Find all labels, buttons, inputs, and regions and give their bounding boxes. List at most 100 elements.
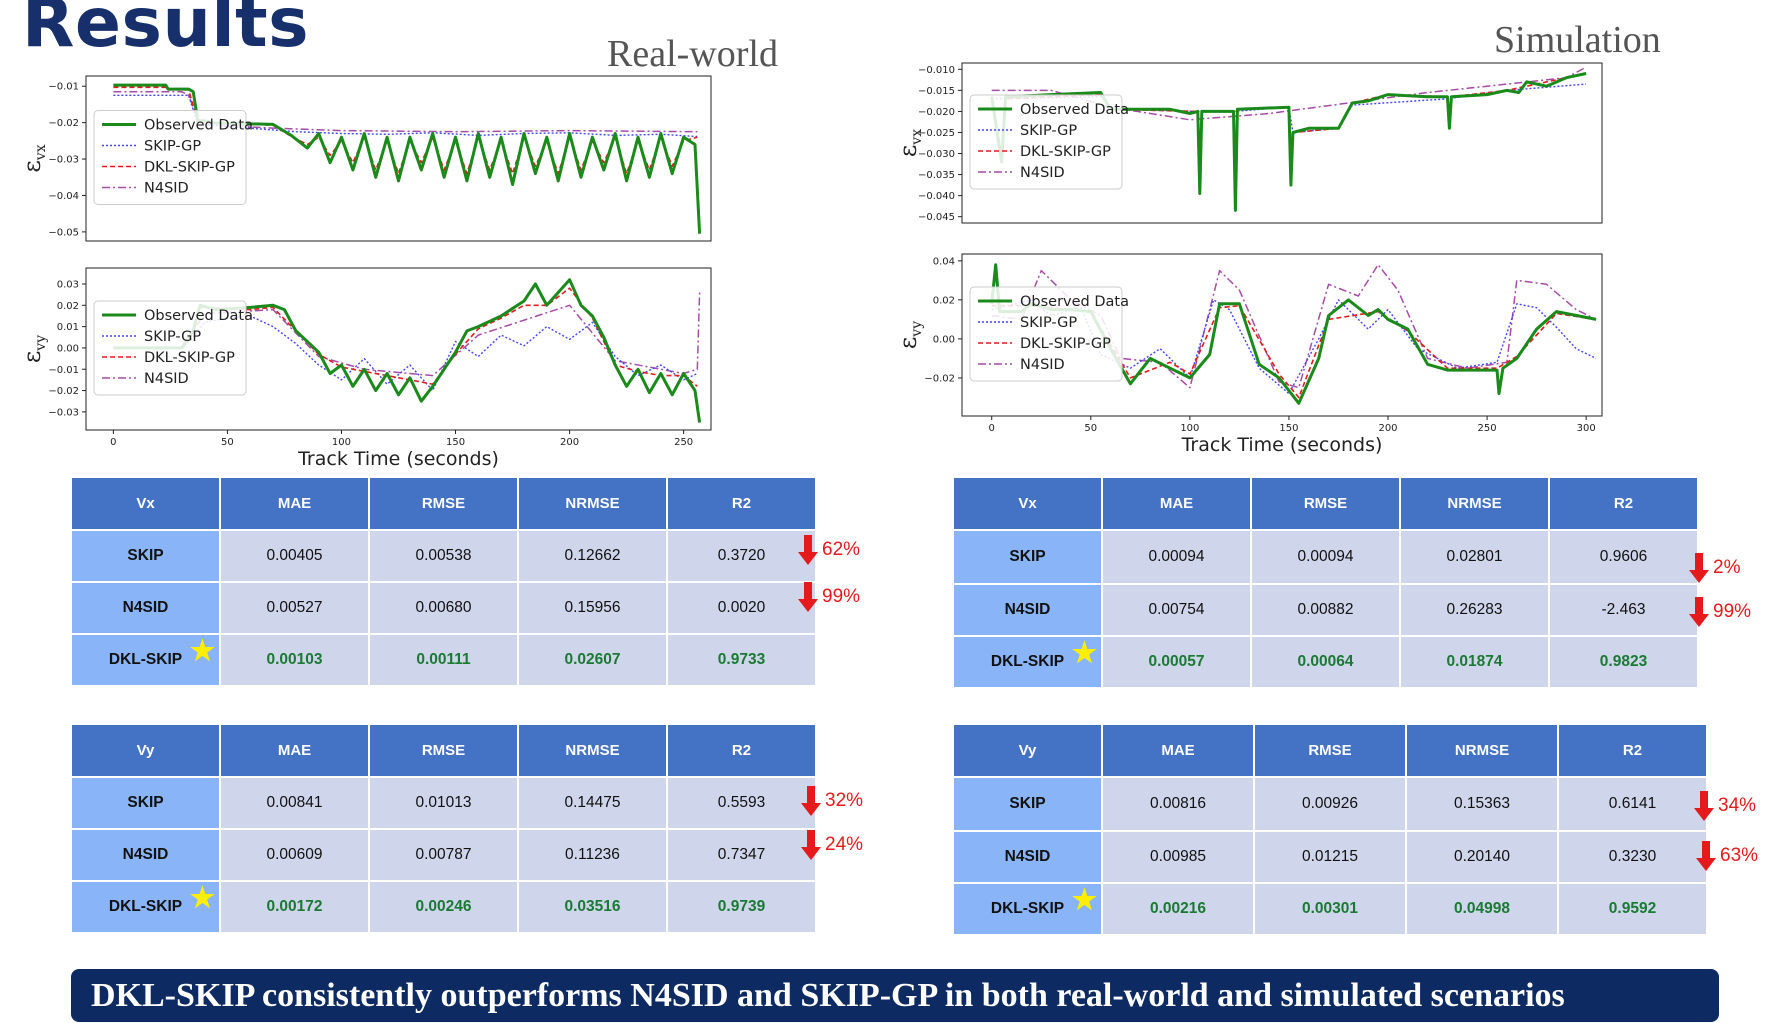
table-cell: 0.9739 [668, 882, 815, 932]
row-name-cell: SKIP [72, 778, 219, 828]
column-header: RMSE [370, 478, 517, 529]
table-real-vy: Vy MAE RMSE NRMSE R2 SKIP 0.00841 0.01013 0.1447… [70, 723, 817, 934]
table-cell: 0.01874 [1401, 637, 1548, 687]
down-arrow-icon [1689, 553, 1709, 583]
x-axis-label: Track Time (seconds) [1181, 434, 1383, 456]
row-name-cell: N4SID [72, 830, 219, 880]
y-tick-label: 0.03 [57, 279, 79, 290]
y-tick-label: −0.015 [918, 86, 955, 97]
series-line-dkl-skip-gp [991, 304, 1597, 399]
row-label: DKL-SKIP [108, 651, 183, 668]
simulation-title: Simulation [1494, 19, 1661, 61]
table-cell-value: 0.01013 [415, 794, 472, 811]
legend-label: SKIP-GP [1020, 123, 1077, 139]
chart-sim-vy: 0.04 0.02 0.00 −0.02 0 50 100 150 200 250 300 Track… [894, 253, 1603, 456]
y-tick-label: −0.02 [48, 118, 79, 129]
down-arrow-icon [1694, 791, 1714, 821]
table-cell: 0.02607 [519, 635, 666, 685]
table-cell-value: 0.01874 [1446, 653, 1503, 670]
table-cell: 0.00094 [1252, 531, 1399, 583]
improvement-sim-vx-skip: 2% [1689, 553, 1740, 583]
table-cell-value: 0.00816 [1149, 795, 1207, 812]
row-label: SKIP [127, 794, 164, 811]
down-arrow-icon [1696, 841, 1716, 871]
table-cell-value: 0.00787 [415, 846, 472, 863]
table-cell: 0.00882 [1252, 585, 1399, 635]
table-cell: 0.9823 [1550, 637, 1697, 687]
y-tick-label: −0.03 [48, 155, 79, 166]
improvement-label: 2% [1713, 557, 1741, 578]
row-name-cell: DKL-SKIP ★ [954, 884, 1101, 934]
table-cell: -2.463 [1550, 585, 1697, 635]
x-tick-label: 300 [1577, 423, 1596, 434]
table-cell-value: 0.00111 [416, 651, 471, 668]
legend-label: Observed Data [144, 118, 253, 134]
table-cell: 0.6141 [1559, 778, 1706, 830]
y-tick-label: −0.010 [918, 65, 955, 76]
row-label: N4SID [1004, 848, 1051, 865]
series-line-skip-gp [991, 299, 1597, 395]
y-axis-label: εvx [894, 129, 925, 157]
y-tick-label: 0.02 [933, 295, 955, 306]
table-header-row: Vx MAE RMSE NRMSE R2 [72, 478, 815, 529]
star-icon: ★ [1071, 637, 1097, 668]
table-cell-value: 0.00216 [1149, 900, 1207, 917]
legend-label: Observed Data [144, 308, 253, 324]
y-axis-label: εvy [894, 321, 925, 349]
x-tick-label: 100 [1180, 423, 1199, 434]
x-tick-label: 200 [1378, 423, 1397, 434]
down-arrow-icon [798, 582, 818, 612]
table-cell-value: 0.00246 [415, 898, 472, 915]
table-cell: 0.00787 [370, 830, 517, 880]
y-tick-label: −0.02 [48, 386, 79, 397]
improvement-label: 32% [825, 790, 864, 811]
star-icon: ★ [189, 882, 215, 913]
table-cell-value: 0.00172 [266, 898, 323, 915]
table-sim-vy: Vy MAE RMSE NRMSE R2 SKIP 0.00816 0.00926 0.1536… [952, 723, 1708, 936]
column-header: RMSE [1252, 478, 1399, 529]
table-cell-value: 0.9823 [1599, 653, 1648, 670]
row-name-cell: SKIP [72, 531, 219, 581]
table-cell: 0.12662 [519, 531, 666, 581]
x-tick-label: 50 [1084, 423, 1097, 434]
row-name-cell: DKL-SKIP ★ [954, 637, 1101, 687]
y-tick-label: −0.030 [918, 149, 955, 160]
table-cell: 0.00216 [1103, 884, 1253, 934]
chart-sim-vx: −0.010 −0.015 −0.020 −0.025 −0.030 −0.035 −0.0… [894, 62, 1603, 224]
row-label: N4SID [1004, 601, 1051, 618]
y-tick-label: −0.025 [918, 128, 955, 139]
table-cell-value: 0.9739 [717, 898, 766, 915]
table-cell: 0.00064 [1252, 637, 1399, 687]
improvement-label: 99% [822, 586, 861, 607]
table-cell-value: 0.00841 [266, 794, 323, 811]
table-cell-value: 0.0020 [717, 599, 766, 616]
table-cell-value: 0.04998 [1453, 900, 1511, 917]
down-arrow-icon [801, 786, 821, 816]
x-tick-label: 0 [989, 423, 995, 434]
table-cell: 0.00246 [370, 882, 517, 932]
legend-box [969, 286, 1123, 382]
table-cell-value: 0.00609 [266, 846, 323, 863]
x-tick-label: 250 [674, 437, 693, 448]
chart-real-vy: 0.03 0.02 0.01 0.00 −0.01 −0.02 −0.03 0 50 100 150… [18, 267, 712, 470]
table-cell-value: 0.00538 [415, 547, 472, 564]
table-cell: 0.15363 [1407, 778, 1557, 830]
chart-real-vx: −0.01 −0.02 −0.03 −0.04 −0.05 εvx Observed Dat… [18, 75, 712, 242]
table-cell-value: 0.03516 [564, 898, 621, 915]
column-header: RMSE [370, 725, 517, 776]
table-cell-value: 0.14475 [564, 794, 621, 811]
table-cell-value: 0.00926 [1301, 795, 1359, 812]
table-cell: 0.00609 [221, 830, 368, 880]
table-cell-value: -2.463 [1601, 601, 1646, 618]
legend-label: DKL-SKIP-GP [1020, 336, 1111, 352]
table-cell: 0.0020 [668, 583, 815, 633]
table-row: N4SID 0.00527 0.00680 0.15956 0.0020 [72, 583, 815, 633]
series-line-observed-data [990, 72, 1587, 212]
y-tick-label: −0.020 [918, 107, 955, 118]
legend-label: N4SID [1020, 357, 1065, 373]
table-sim-vx: Vx MAE RMSE NRMSE R2 SKIP 0.00094 0.00094 0.0280… [952, 476, 1699, 689]
series-line-n4sid [991, 66, 1587, 121]
table-cell: 0.00985 [1103, 832, 1253, 882]
improvement-real-vy-n4sid: 24% [801, 830, 863, 860]
table-cell: 0.3230 [1559, 832, 1706, 882]
